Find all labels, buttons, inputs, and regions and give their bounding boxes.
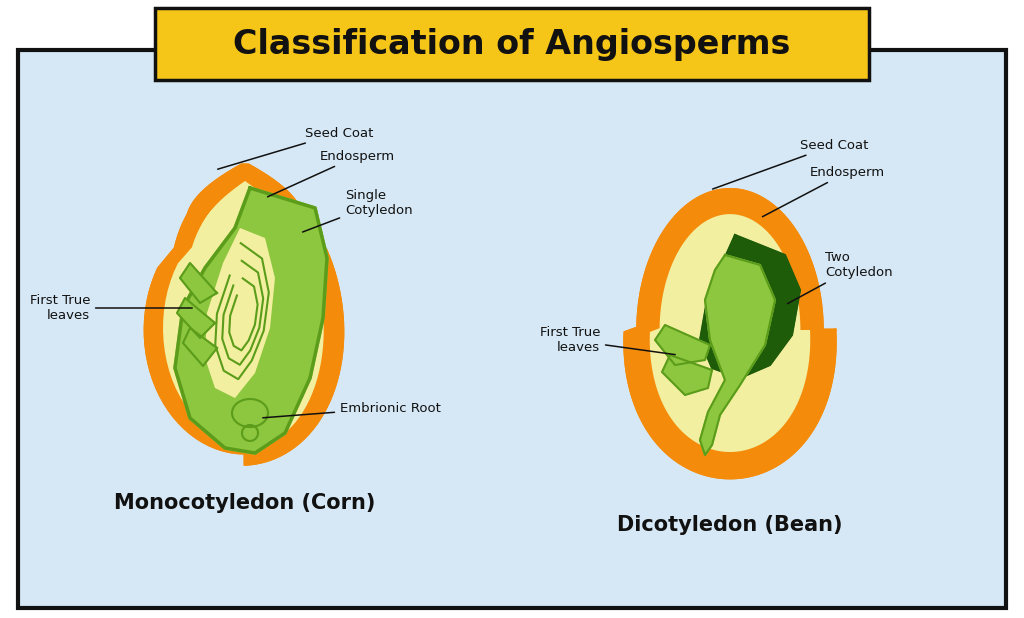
Polygon shape: [650, 214, 810, 452]
Text: Endosperm: Endosperm: [267, 150, 395, 197]
Text: Endosperm: Endosperm: [763, 166, 885, 217]
Polygon shape: [205, 228, 275, 398]
Text: Two
Cotyledon: Two Cotyledon: [787, 251, 893, 303]
Polygon shape: [18, 50, 1006, 608]
Text: Embrionic Root: Embrionic Root: [263, 402, 441, 418]
Polygon shape: [175, 188, 327, 453]
Polygon shape: [700, 235, 800, 378]
Polygon shape: [145, 165, 343, 464]
Text: Single
Cotyledon: Single Cotyledon: [303, 189, 413, 232]
Text: Monocotyledon (Corn): Monocotyledon (Corn): [115, 493, 376, 513]
Text: First True
leaves: First True leaves: [30, 294, 193, 322]
Polygon shape: [662, 355, 712, 395]
Text: First True
leaves: First True leaves: [540, 326, 675, 355]
Polygon shape: [183, 328, 217, 366]
Text: Dicotyledon (Bean): Dicotyledon (Bean): [617, 515, 843, 535]
Polygon shape: [163, 181, 324, 449]
Polygon shape: [625, 189, 836, 478]
Text: Seed Coat: Seed Coat: [713, 138, 868, 189]
Polygon shape: [655, 325, 710, 365]
Text: Classification of Angiosperms: Classification of Angiosperms: [233, 27, 791, 61]
Polygon shape: [155, 8, 869, 80]
Polygon shape: [700, 255, 775, 455]
Text: Seed Coat: Seed Coat: [218, 127, 374, 169]
Polygon shape: [177, 298, 215, 338]
Polygon shape: [180, 263, 217, 303]
